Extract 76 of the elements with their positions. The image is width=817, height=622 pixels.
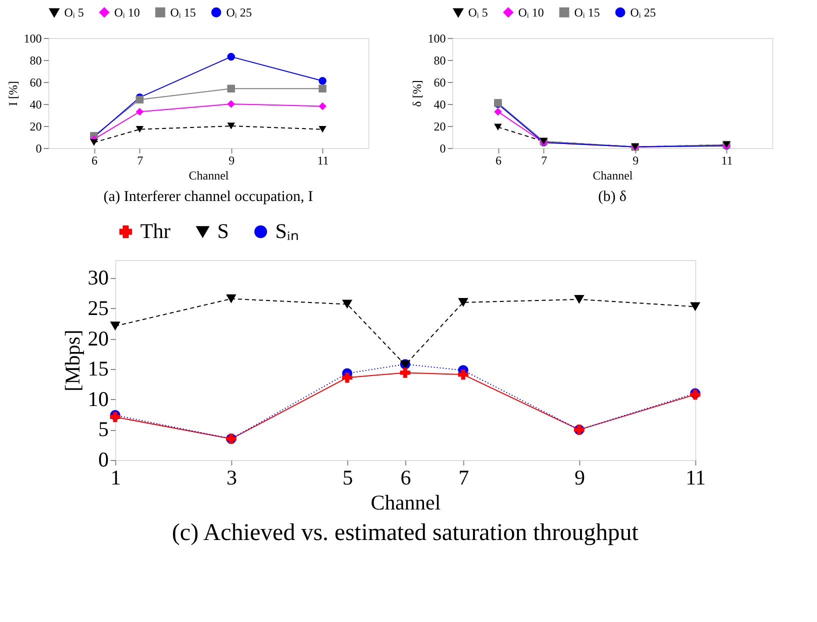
point — [136, 108, 144, 116]
point — [342, 300, 352, 309]
point — [318, 126, 326, 133]
y-tick-label: 40 — [434, 98, 446, 112]
legend-label: Oᵢ 5 — [468, 6, 488, 20]
point — [574, 294, 584, 304]
x-tick-label: 6 — [400, 466, 411, 490]
point — [690, 302, 700, 312]
y-tick-label: 15 — [88, 356, 109, 381]
x-tick-label: 11 — [721, 154, 733, 168]
point — [110, 322, 120, 330]
y-tick-label: 30 — [88, 266, 109, 290]
x-axis-title: Channel — [188, 168, 230, 182]
x-tick-label: 9 — [228, 154, 235, 168]
legend-label: Oᵢ 5 — [64, 6, 84, 20]
y-axis-title: [Mbps] — [60, 330, 85, 392]
point — [318, 84, 326, 92]
legend-label: S — [217, 218, 229, 243]
point — [227, 84, 235, 92]
point — [136, 126, 144, 133]
y-tick-label: 80 — [30, 54, 42, 68]
x-tick-label: 7 — [137, 154, 144, 168]
point — [318, 77, 326, 85]
y-axis-title: δ [%] — [410, 80, 424, 107]
y-tick-label: 20 — [434, 120, 446, 134]
legend-label: Oᵢ 25 — [630, 5, 656, 20]
y-tick-label: 5 — [98, 417, 109, 442]
legend-label: Thr — [140, 218, 171, 243]
point — [342, 372, 352, 383]
point — [226, 294, 236, 304]
x-tick-label: 1 — [110, 466, 121, 490]
y-tick-label: 0 — [36, 142, 42, 156]
legend-label: Oᵢ 25 — [226, 5, 252, 20]
legend-label: Oᵢ 15 — [170, 5, 196, 20]
y-tick-label: 100 — [24, 32, 42, 46]
x-tick-label: 9 — [632, 154, 639, 168]
x-tick-label: 6 — [495, 154, 502, 168]
y-tick-label: 25 — [88, 296, 109, 320]
x-tick-label: 11 — [686, 466, 706, 490]
text: (b) δ — [598, 189, 626, 205]
x-tick-label: 7 — [541, 154, 548, 168]
x-tick-label: 7 — [458, 466, 469, 490]
point — [458, 298, 468, 307]
y-tick-label: 40 — [30, 98, 42, 112]
legend-label: Oᵢ 15 — [574, 5, 600, 20]
x-tick-label: 5 — [342, 466, 353, 490]
point — [227, 100, 235, 108]
x-axis-title: Channel — [370, 490, 441, 514]
x-axis-title: Channel — [592, 168, 634, 182]
y-tick-label: 80 — [434, 54, 446, 68]
point — [318, 102, 326, 110]
legend-label: Oᵢ 10 — [114, 5, 140, 20]
point — [227, 52, 235, 61]
y-tick-label: 0 — [440, 142, 446, 156]
point — [494, 124, 502, 130]
point — [227, 122, 235, 130]
y-tick-label: 100 — [428, 32, 446, 46]
text: (c) Achieved vs. estimated saturation throughput — [172, 520, 639, 546]
point — [400, 368, 410, 378]
point — [90, 139, 98, 146]
text: (a) Interferer channel occupation, I — [104, 189, 313, 205]
y-tick-label: 60 — [434, 76, 446, 90]
x-tick-label: 11 — [317, 154, 329, 168]
x-tick-label: 6 — [91, 154, 98, 168]
y-tick-label: 10 — [88, 386, 109, 411]
point — [494, 108, 502, 116]
y-tick-label: 60 — [30, 76, 42, 90]
y-tick-label: 0 — [98, 448, 109, 472]
y-tick-label: 20 — [30, 120, 42, 134]
legend-label: Oᵢ 10 — [518, 5, 544, 20]
x-tick-label: 9 — [574, 466, 585, 490]
x-tick-label: 3 — [226, 466, 237, 490]
legend-label: Sᵢₙ — [275, 218, 298, 243]
y-axis-title: I [%] — [6, 81, 20, 106]
y-tick-label: 20 — [88, 326, 109, 350]
point — [458, 369, 468, 380]
